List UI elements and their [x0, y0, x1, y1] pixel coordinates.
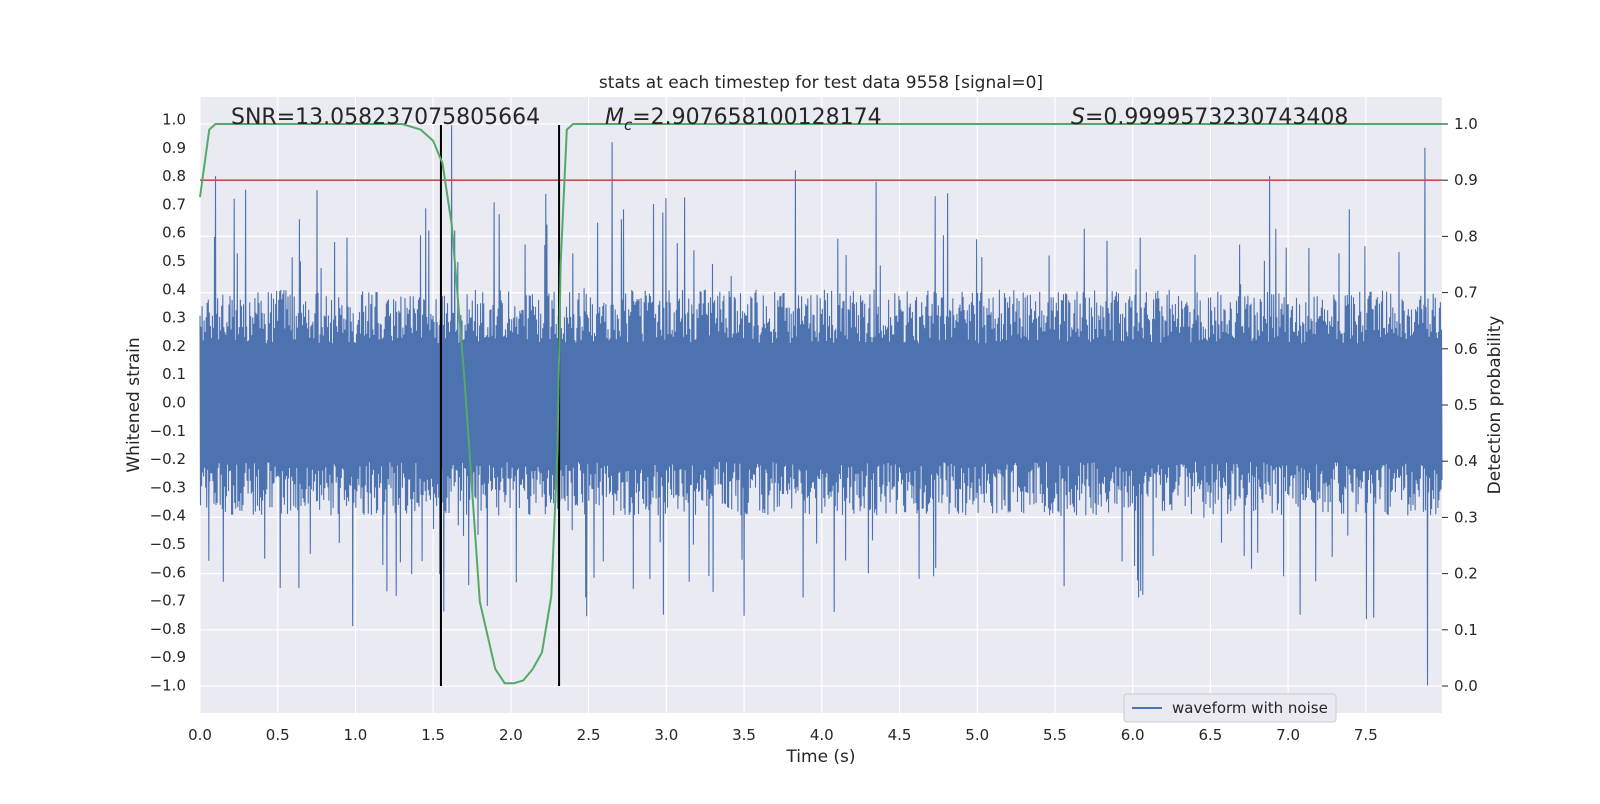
x-tick-label: 3.5 [732, 726, 756, 744]
x-tick-label: 6.5 [1198, 726, 1222, 744]
x-tick-label: 6.0 [1121, 726, 1145, 744]
x-tick-label: 4.5 [888, 726, 912, 744]
y-tick-label-left: −0.1 [150, 422, 186, 440]
chirp-mass-annotation: Mc=2.907658100128174 [605, 105, 882, 134]
y-tick-label-left: 0.2 [162, 337, 186, 355]
x-tick-label: 2.5 [577, 726, 601, 744]
x-tick-label: 0.5 [266, 726, 290, 744]
y-tick-label-left: 0.5 [162, 252, 186, 270]
y-tick-label-right: 1.0 [1454, 115, 1478, 133]
y-axis-label-right: Detection probability [1485, 316, 1505, 495]
y-tick-label-right: 0.1 [1454, 621, 1478, 639]
x-tick-label: 5.0 [965, 726, 989, 744]
y-axis-label-left: Whitened strain [124, 337, 144, 472]
waveform-line [199, 125, 1443, 686]
x-tick-label: 3.0 [654, 726, 678, 744]
legend-entry-waveform: waveform with noise [1172, 699, 1328, 717]
x-tick-label: 5.5 [1043, 726, 1067, 744]
y-tick-label-right: 0.5 [1454, 396, 1478, 414]
y-tick-label-left: −0.8 [150, 620, 186, 638]
y-tick-label-left: −1.0 [150, 677, 186, 695]
tick-labels: 0.0 0.5 1.0 1.5 2.0 2.5 3.0 3.5 4.0 4.5 5.0 5.5 6.0 6… [150, 111, 1478, 745]
y-tick-label-left: 0.9 [162, 139, 186, 157]
y-tick-label-right: 0.2 [1454, 565, 1478, 583]
chirp-mass-subscript: c [624, 116, 633, 134]
y-tick-label-right: 0.3 [1454, 508, 1478, 526]
y-tick-label-right: 0.0 [1454, 677, 1478, 695]
waveform-series [199, 125, 1443, 686]
y-tick-label-left: 0.0 [162, 394, 186, 412]
y-tick-label-left: 1.0 [162, 111, 186, 129]
y-tick-label-left: 0.1 [162, 365, 186, 383]
y-tick-label-left: −0.7 [150, 592, 186, 610]
x-tick-label: 1.0 [344, 726, 368, 744]
probability-layer [199, 123, 1442, 686]
y-tick-label-left: −0.6 [150, 563, 186, 581]
legend: waveform with noise [1123, 693, 1337, 723]
chirp-mass-value: =2.907658100128174 [632, 105, 881, 130]
x-axis-label: Time (s) [785, 747, 855, 767]
score-symbol: S [1071, 105, 1085, 130]
x-tick-label: 4.0 [810, 726, 834, 744]
score-annotation: S=0.9999573230743408 [1071, 105, 1348, 130]
chirp-mass-symbol: M [605, 105, 624, 130]
snr-annotation: SNR=13.058237075805664 [231, 105, 540, 130]
x-tick-label: 2.0 [499, 726, 523, 744]
x-tick-label: 7.5 [1354, 726, 1378, 744]
y-tick-label-left: 0.3 [162, 309, 186, 327]
y-tick-label-right: 0.6 [1454, 340, 1478, 358]
y-tick-label-right: 0.9 [1454, 171, 1478, 189]
legend-box [1123, 693, 1337, 723]
y-tick-label-left: −0.5 [150, 535, 186, 553]
x-tick-label: 0.0 [188, 726, 212, 744]
probability-line [199, 123, 1442, 685]
x-tick-label: 1.5 [421, 726, 445, 744]
y-tick-label-left: −0.4 [150, 507, 186, 525]
score-value: =0.9999573230743408 [1085, 105, 1348, 130]
y-tick-label-left: 0.7 [162, 195, 186, 213]
y-tick-label-left: −0.3 [150, 478, 186, 496]
y-tick-label-right: 0.7 [1454, 284, 1478, 302]
y-tick-label-left: 0.8 [162, 167, 186, 185]
y-tick-label-left: −0.2 [150, 450, 186, 468]
x-tick-label: 7.0 [1276, 726, 1300, 744]
y-tick-label-left: 0.6 [162, 224, 186, 242]
chart-title: stats at each timestep for test data 955… [599, 73, 1043, 93]
y-tick-label-left: 0.4 [162, 280, 186, 298]
y-tick-label-left: −0.9 [150, 648, 186, 666]
y-tick-label-right: 0.4 [1454, 452, 1478, 470]
y-tick-label-right: 0.8 [1454, 227, 1478, 245]
